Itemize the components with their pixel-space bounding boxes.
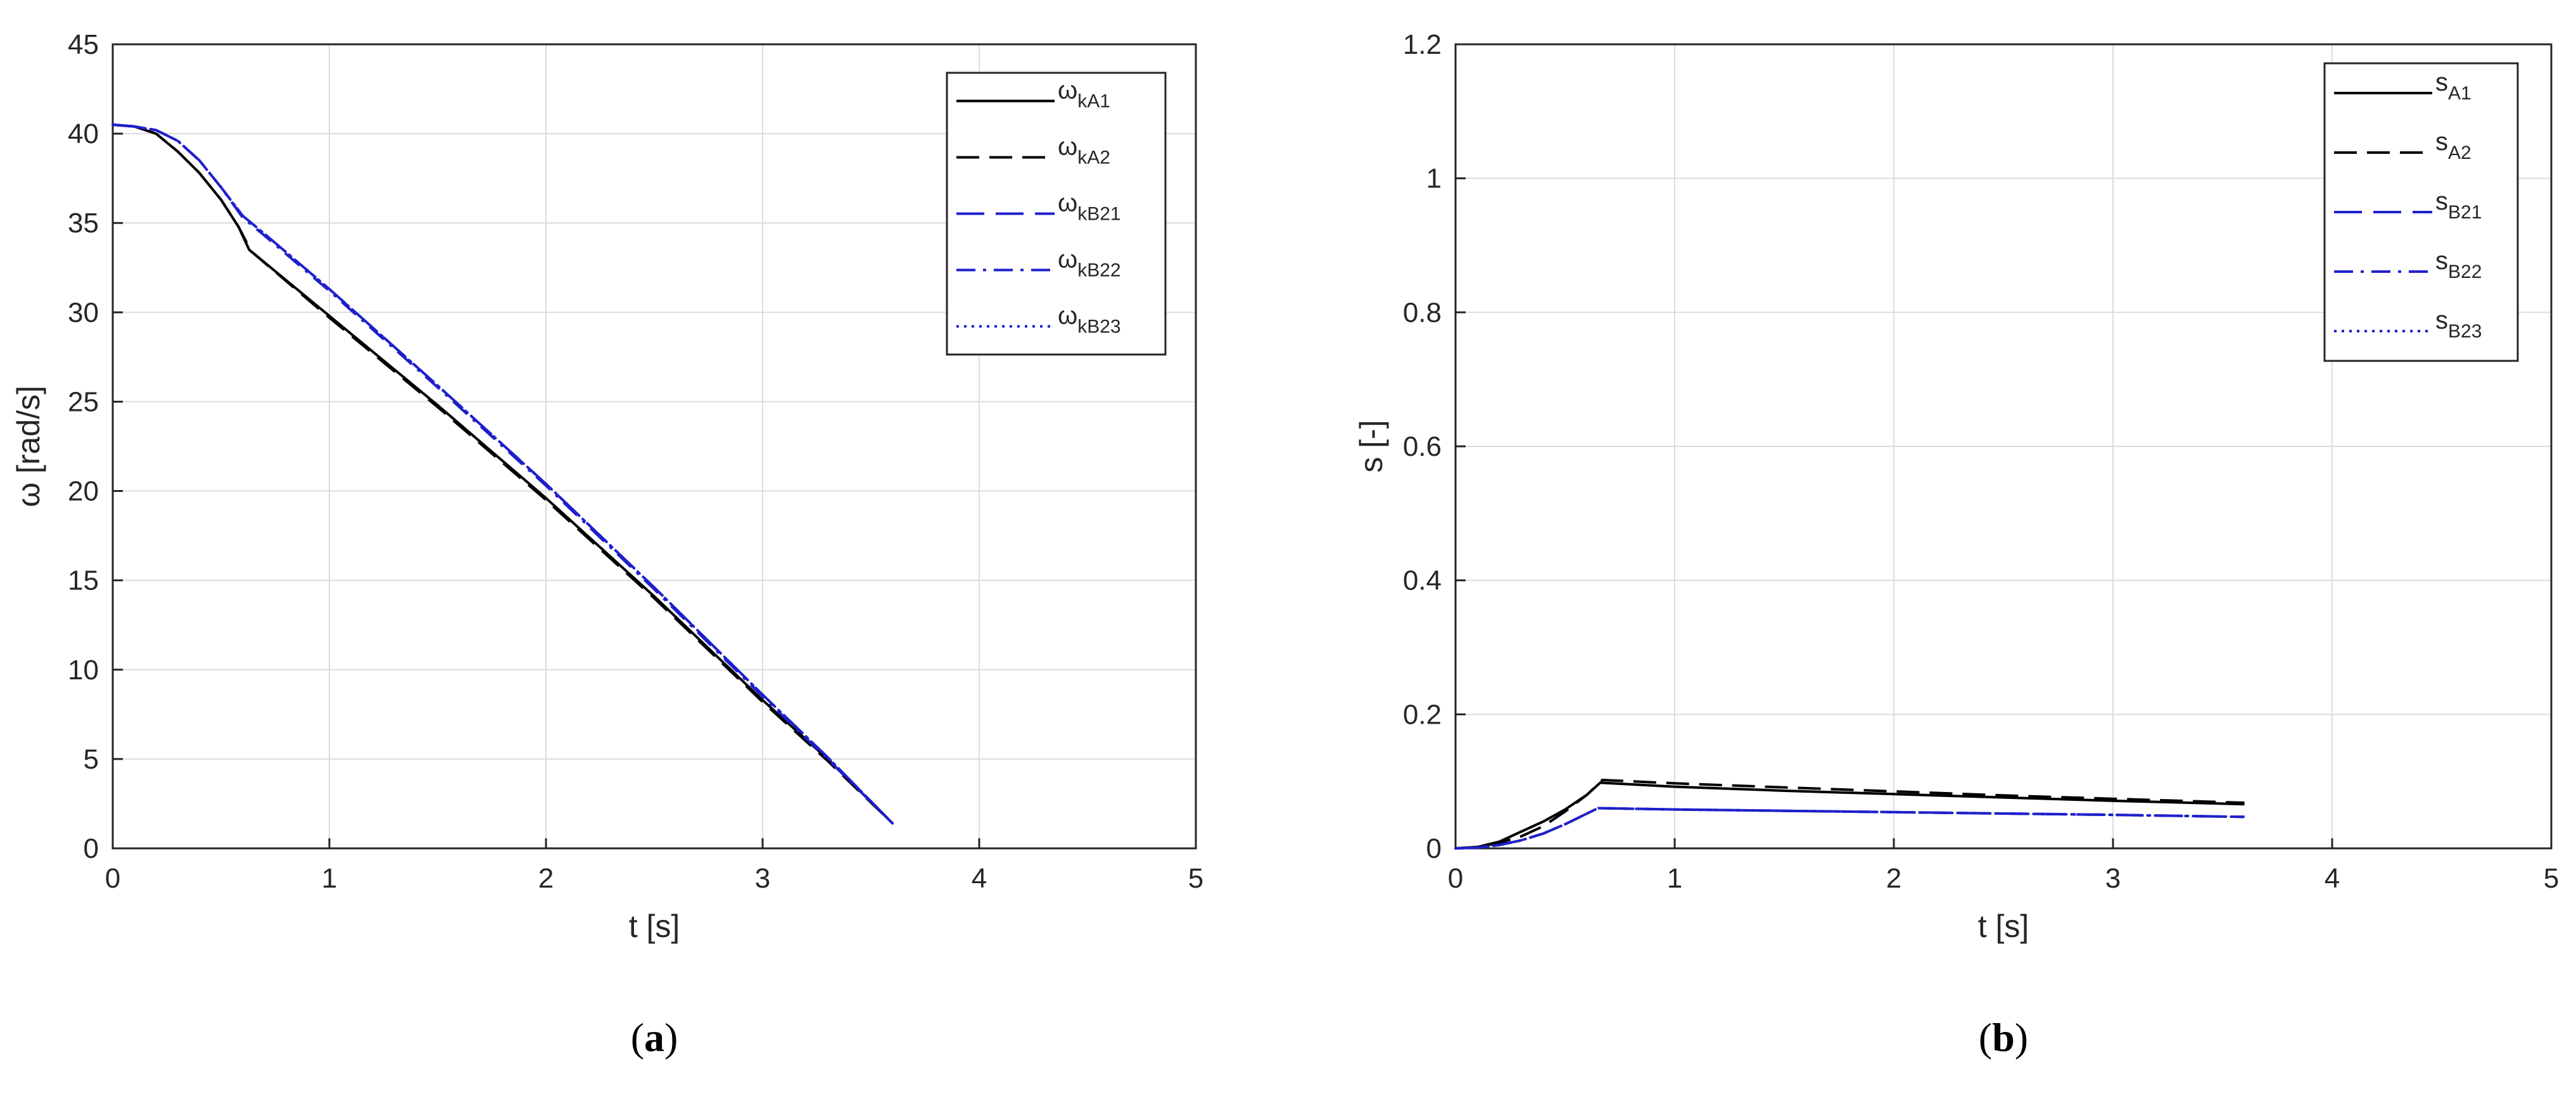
y-tick-label-a: 5 (84, 744, 99, 775)
legend-subscript: kA2 (1077, 148, 1110, 168)
y-tick-label-a: 45 (68, 29, 99, 60)
caption-b-close: ) (2015, 1015, 2028, 1060)
x-tick-label-b: 1 (1667, 863, 1682, 894)
caption-a: (a) (631, 1015, 678, 1060)
legend-entry-b22: sB22 (2435, 247, 2482, 282)
legend-entry-ka2: ωkA2 (1058, 133, 1110, 168)
x-tick-label-b: 5 (2544, 863, 2559, 894)
caption-a-letter: a (644, 1015, 664, 1060)
y-tick-label-a: 10 (68, 655, 99, 686)
y-axis-label-a: ω [rad/s] (11, 386, 46, 507)
y-tick-label-a: 15 (68, 565, 99, 596)
legend-subscript: A2 (2448, 142, 2471, 163)
series-line-ka2 (112, 123, 894, 824)
x-tick-label-a: 2 (538, 863, 554, 894)
x-tick-label-b: 3 (2105, 863, 2121, 894)
legend-entry-a2: sA2 (2435, 128, 2471, 163)
plot-frame-a (111, 43, 1197, 850)
series-line-a2 (1455, 779, 2245, 850)
legend-symbol: s (2435, 68, 2448, 96)
legend-entry-kb21: ωkB21 (1058, 189, 1121, 225)
caption-a-close: ) (664, 1015, 678, 1060)
caption-b-open: ( (1979, 1015, 1992, 1060)
legend-entry-ka1: ωkA1 (1058, 77, 1110, 112)
legend-entry-b21: sB21 (2435, 187, 2482, 223)
legend-symbol: s (2435, 128, 2448, 156)
y-tick-label-b: 0.6 (1403, 431, 1442, 462)
legend-entry-kb22: ωkB22 (1058, 246, 1121, 281)
y-tick-label-a: 35 (68, 208, 99, 239)
y-tick-label-a: 0 (84, 833, 99, 864)
legend-symbol: ω (1058, 133, 1077, 161)
x-tick-label-a: 5 (1188, 863, 1203, 894)
y-tick-label-a: 40 (68, 118, 99, 149)
y-tick-label-a: 20 (68, 476, 99, 507)
x-tick-label-b: 0 (1448, 863, 1463, 894)
legend-entry-kb23: ωkB23 (1058, 302, 1121, 337)
series-line-kb23 (111, 123, 894, 825)
series-line-kb22 (112, 123, 894, 824)
series-line-b23 (1454, 807, 2246, 850)
legend-symbol: ω (1058, 189, 1077, 217)
y-axis-label-b: s [-] (1354, 420, 1389, 472)
x-tick-label-a: 4 (972, 863, 987, 894)
y-tick-label-b: 1.2 (1403, 29, 1442, 60)
x-axis-label-a: t [s] (629, 909, 680, 944)
caption-b-letter: b (1992, 1015, 2015, 1060)
legend-subscript: kA1 (1077, 91, 1110, 112)
series-line-ka1 (112, 123, 894, 824)
legend-entry-a1: sA1 (2435, 68, 2471, 104)
x-tick-label-a: 0 (105, 863, 120, 894)
y-tick-label-b: 0 (1426, 833, 1442, 864)
legend-subscript: B21 (2448, 202, 2482, 223)
series-line-kb21 (112, 123, 894, 824)
legend-symbol: ω (1058, 77, 1077, 104)
legend-subscript: kB21 (1077, 204, 1120, 225)
legend-symbol: s (2435, 247, 2448, 275)
series-a (111, 123, 894, 825)
caption-b: (b) (1979, 1015, 2028, 1060)
legend-subscript: B22 (2448, 261, 2482, 282)
y-tick-label-a: 30 (68, 297, 99, 328)
legend-symbol: ω (1058, 246, 1077, 274)
y-tick-label-a: 25 (68, 386, 99, 417)
ticks-b: 0 1 2 3 4 5 0 0.2 0.4 0.6 0.8 1 1.2 (1403, 29, 2559, 894)
x-tick-label-a: 1 (322, 863, 337, 894)
x-tick-label-b: 4 (2325, 863, 2340, 894)
legend-symbol: s (2435, 306, 2448, 334)
y-tick-label-b: 0.4 (1403, 565, 1442, 596)
panel-b: 0 1 2 3 4 500.20.40.60.811.2 sA1sA2sB21sB22sB… (1354, 29, 2559, 1060)
y-tick-label-b: 0.2 (1403, 699, 1442, 730)
legend-subscript: B23 (2448, 321, 2482, 342)
series-b (1454, 779, 2246, 850)
legend-subscript: kB23 (1077, 317, 1120, 337)
legend-entry-b23: sB23 (2435, 306, 2482, 342)
x-axis-label-b: t [s] (1978, 909, 2029, 944)
y-tick-label-b: 1 (1426, 163, 1442, 194)
legend-symbol: ω (1058, 302, 1077, 330)
legend-subscript: A1 (2448, 83, 2471, 104)
legend-subscript: kB22 (1077, 260, 1120, 281)
y-tick-label-b: 0.8 (1403, 297, 1442, 328)
caption-a-open: ( (631, 1015, 644, 1060)
x-tick-label-a: 3 (755, 863, 770, 894)
legend-symbol: s (2435, 187, 2448, 215)
x-tick-label-b: 2 (1886, 863, 1901, 894)
